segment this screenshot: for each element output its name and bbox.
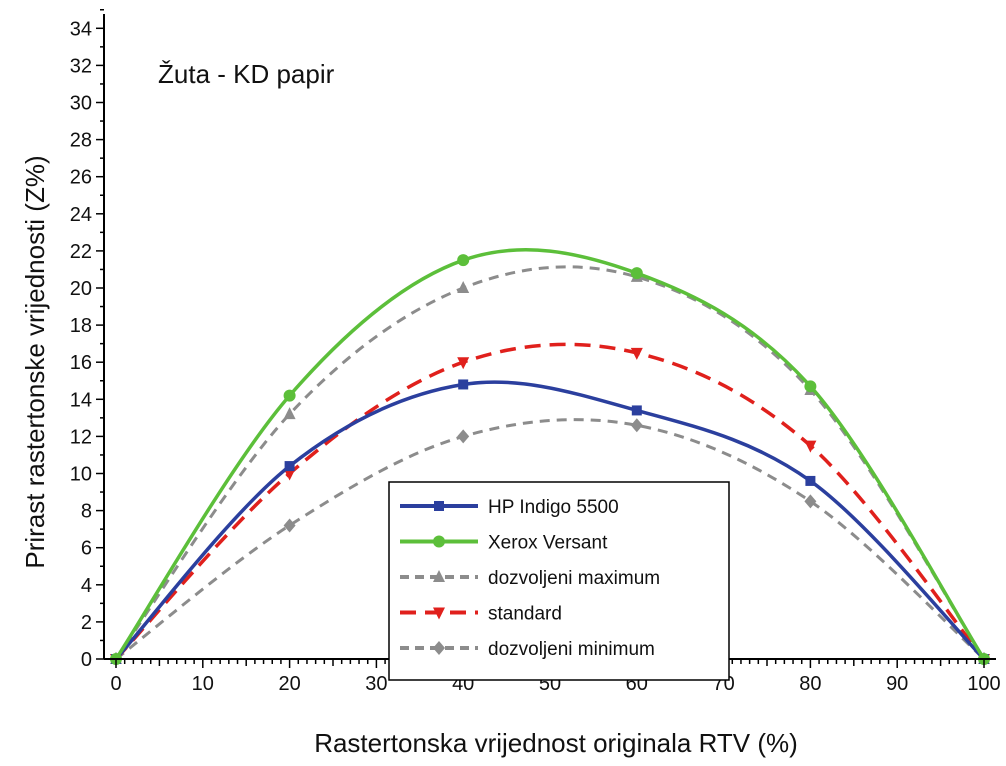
y-axis-title: Prirast rastertonske vrijednosti (Z%) [20,155,50,568]
data-point [630,347,643,360]
x-tick-label: 80 [799,673,821,695]
series-line [114,342,986,661]
legend-label: dozvoljeni minimum [488,639,655,660]
legend-entry-4: dozvoljeni minimum [400,639,655,660]
data-point [457,357,470,370]
y-tick-label: 16 [70,352,92,374]
y-tick-label: 32 [70,55,92,77]
series-line [114,248,986,660]
x-tick-label: 10 [192,673,214,695]
data-point [457,254,470,267]
y-tick-label: 30 [70,93,92,115]
y-tick-label: 22 [70,241,92,263]
legend-entry-1: Xerox Versant [400,533,608,554]
legend-marker [433,607,445,620]
data-point [283,389,296,402]
data-point [630,267,643,280]
y-tick-label: 0 [81,649,92,671]
x-tick-label: 90 [886,673,908,695]
data-point [283,407,296,420]
data-point [631,405,642,416]
data-point [457,281,470,293]
data-point [630,418,643,433]
data-point [283,518,296,533]
legend-marker [433,641,445,655]
legend-entry-0: HP Indigo 5500 [400,497,619,518]
legend-label: standard [488,604,562,625]
data-point [805,475,816,486]
legend-entry-2: dozvoljeni maximum [400,568,660,589]
y-tick-label: 24 [70,204,92,226]
y-tick-label: 26 [70,167,92,189]
data-point [457,429,470,444]
y-tick-label: 8 [81,501,92,523]
series-line [114,380,986,661]
y-tick-label: 2 [81,612,92,634]
data-point [458,379,469,390]
legend-label: HP Indigo 5500 [488,497,619,518]
legend-marker [433,570,445,582]
y-tick-label: 4 [81,575,92,597]
y-tick-label: 20 [70,278,92,300]
chart-annotation: Žuta - KD papir [158,59,335,89]
y-tick-label: 6 [81,538,92,560]
y-tick-label: 12 [70,426,92,448]
x-tick-label: 20 [278,673,300,695]
legend-marker [434,501,444,511]
x-axis-title: Rastertonska vrijednost originala RTV (%… [314,728,798,758]
legend-label: dozvoljeni maximum [488,568,660,589]
y-tick-label: 18 [70,315,92,337]
x-tick-label: 100 [967,673,1000,695]
x-tick-label: 30 [365,673,387,695]
data-point [804,440,817,453]
data-point [284,461,295,472]
series-1 [110,248,990,665]
y-tick-label: 14 [70,389,92,411]
legend: HP Indigo 5500 Xerox Versant dozvoljeni ma… [388,481,730,681]
legend-entry-3: standard [400,604,562,625]
x-tick-label: 0 [110,673,121,695]
data-point [804,380,817,393]
legend-marker [433,535,445,548]
y-tick-label: 10 [70,464,92,486]
y-tick-label: 28 [70,130,92,152]
data-point [283,468,296,481]
series-line [115,418,986,661]
y-tick-label: 34 [70,18,92,40]
legend-label: Xerox Versant [488,533,608,554]
data-point [804,494,817,509]
